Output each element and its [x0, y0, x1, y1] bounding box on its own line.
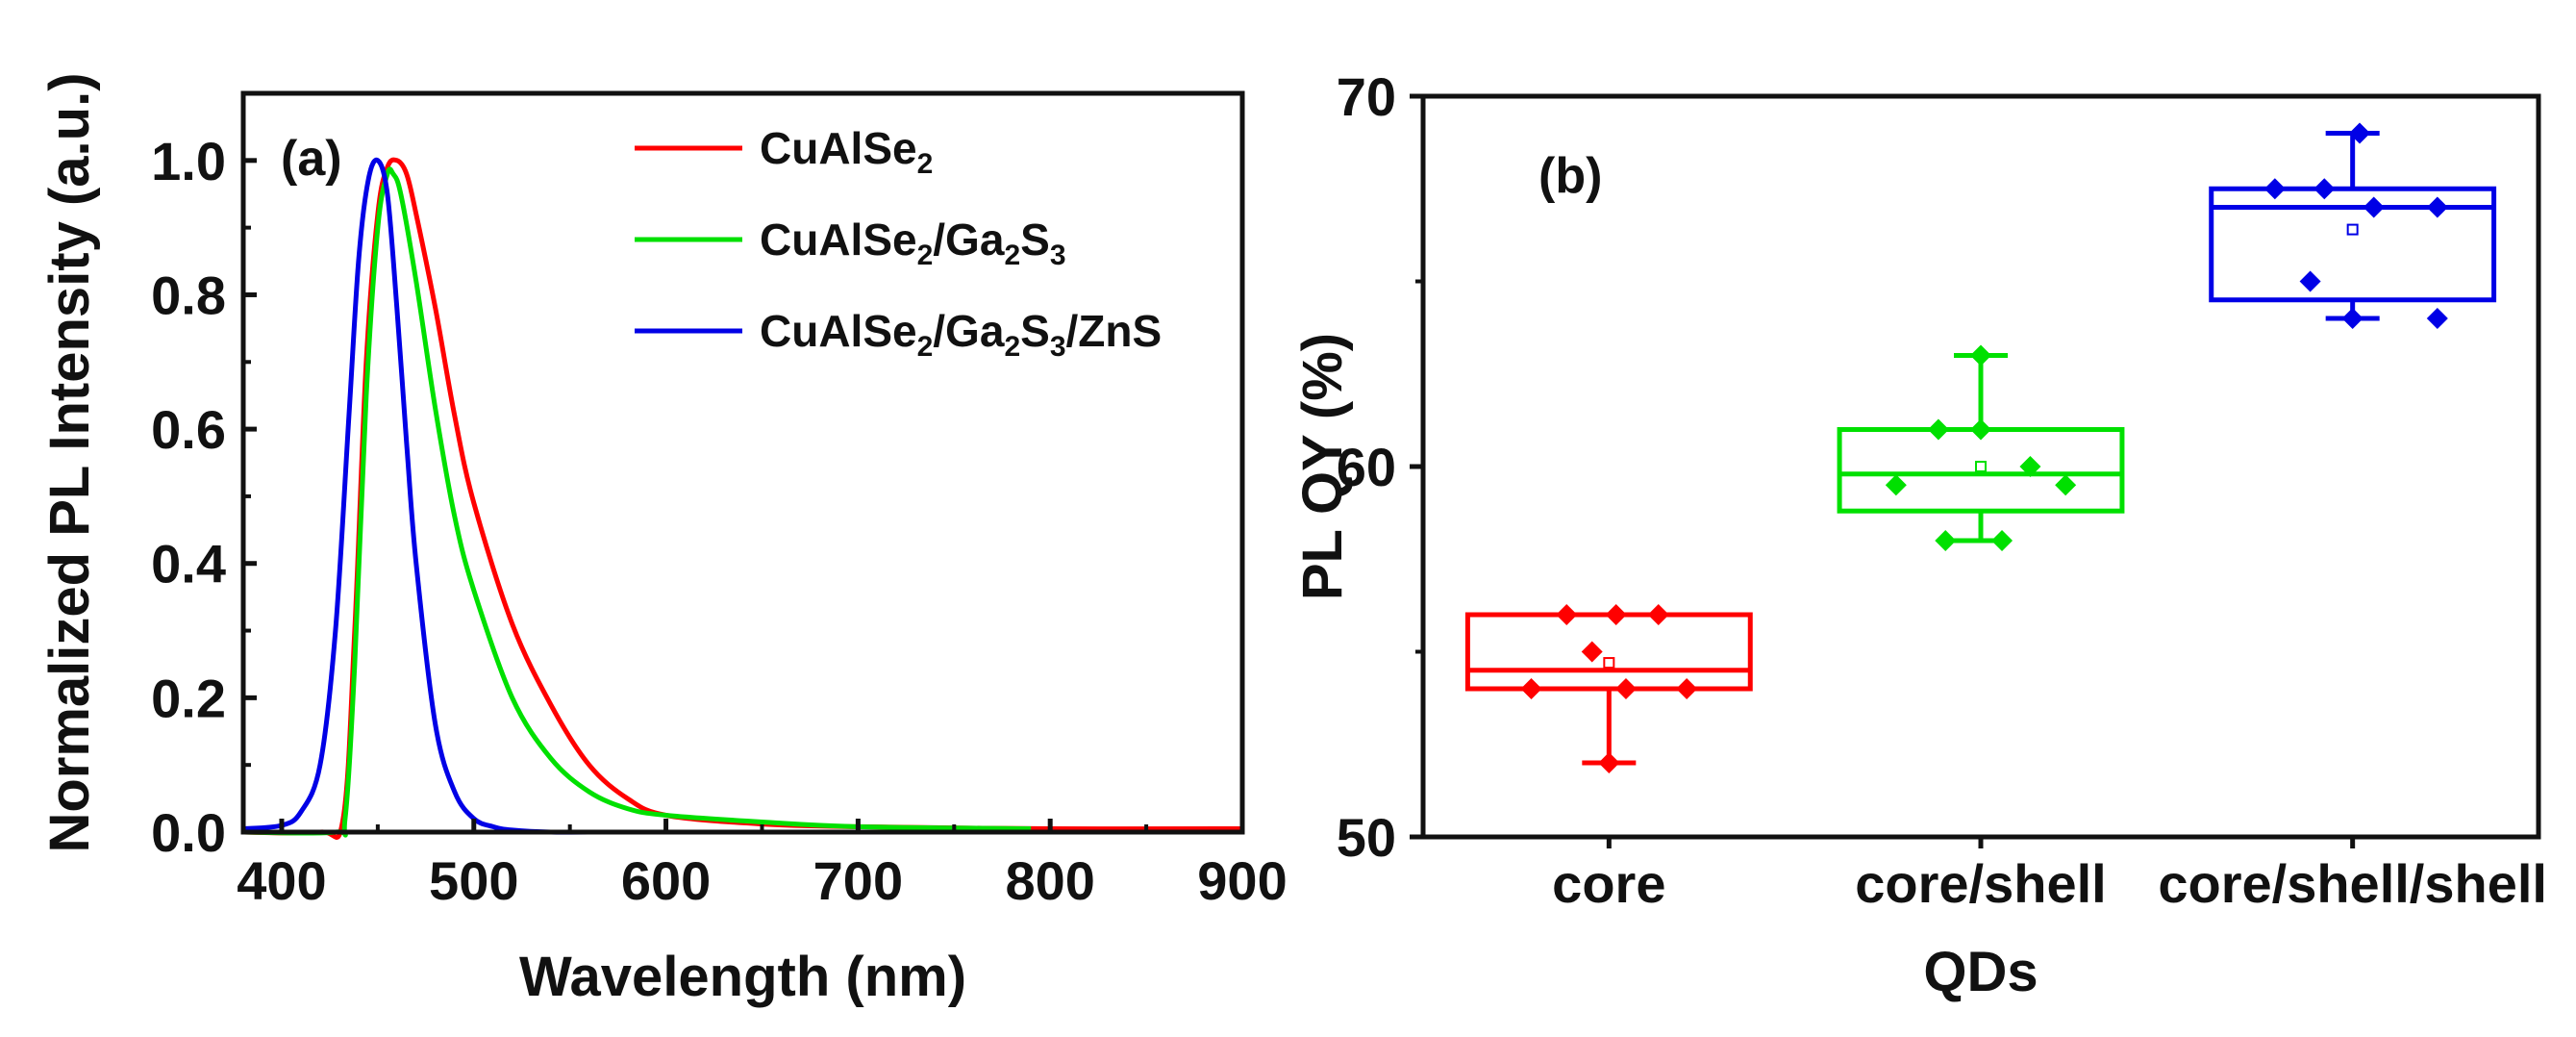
- panel-a-label: (a): [281, 131, 342, 187]
- data-point: [2426, 196, 2448, 218]
- data-point: [2263, 178, 2286, 200]
- mean-marker: [2346, 223, 2359, 236]
- box-group-core-shell-shell: [2209, 122, 2497, 329]
- legend-text-part: S: [1020, 215, 1050, 265]
- data-point: [1598, 752, 1620, 773]
- legend-subscript: 2: [917, 240, 934, 271]
- x-tick-label: 600: [621, 850, 711, 911]
- data-point: [2055, 474, 2077, 496]
- panel-b-box-layer: [1464, 122, 2497, 773]
- y-tick-label: 1.0: [151, 131, 226, 191]
- data-point: [1970, 344, 1991, 367]
- x-tick-label: core/shell: [1855, 853, 2106, 914]
- data-point: [1927, 418, 1949, 441]
- x-tick-label: core/shell/shell: [2158, 853, 2547, 914]
- data-point: [1885, 474, 1907, 496]
- panel-a-y-axis-title: Normalized PL Intensity (a.u.): [38, 72, 101, 852]
- series-line-1: [242, 166, 1032, 838]
- x-tick-label: 400: [237, 850, 326, 911]
- panel-a-chart: 400 500 600 700 800 900 0.0 0.2 0.4 0.6 0.8 1.0 (a)…: [38, 72, 1288, 1008]
- legend-subscript: 2: [917, 148, 934, 180]
- legend-text-part: /ZnS: [1066, 306, 1163, 356]
- data-point: [1520, 678, 1542, 699]
- data-point: [1581, 641, 1603, 663]
- x-tick-label: core: [1552, 853, 1665, 914]
- y-tick-label: 0.6: [151, 399, 226, 460]
- data-point: [2019, 456, 2041, 477]
- data-point: [1614, 678, 1637, 699]
- data-point: [2299, 270, 2321, 292]
- panel-b-label: (b): [1538, 148, 1602, 204]
- x-tick-label: 800: [1005, 850, 1094, 911]
- box: [1464, 612, 1753, 692]
- legend-subscript: 3: [1050, 331, 1066, 363]
- y-tick-label: 0.2: [151, 668, 226, 728]
- data-point: [1991, 530, 2013, 551]
- box: [2209, 186, 2497, 303]
- box-group-core-shell: [1837, 344, 2125, 551]
- legend-label-1: CuAlSe2/Ga2S3: [760, 215, 1066, 271]
- panel-a-ticks: 400 500 600 700 800 900 0.0 0.2 0.4 0.6 0.8 1.0: [151, 91, 1288, 911]
- panel-b-x-axis-title: QDs: [1923, 941, 2038, 1003]
- data-point: [2349, 122, 2371, 144]
- legend-label-2: CuAlSe2/Ga2S3/ZnS: [760, 306, 1162, 363]
- data-point: [1676, 678, 1698, 699]
- x-tick-label: 900: [1197, 850, 1287, 911]
- legend-text-part: /Ga: [933, 306, 1005, 356]
- mean-marker: [1603, 657, 1615, 670]
- x-tick-label: 500: [429, 850, 518, 911]
- panel-b-chart: 50 60 70 core core/shell core/shell/shell (b)…: [1291, 66, 2547, 1003]
- legend-subscript: 2: [1004, 331, 1020, 363]
- legend-subscript: 2: [917, 331, 934, 363]
- data-point: [2363, 196, 2385, 218]
- panel-a-series-layer: [242, 157, 1243, 840]
- data-point: [2341, 308, 2363, 329]
- y-tick-label: 70: [1337, 66, 1396, 127]
- legend-label-0: CuAlSe2: [760, 123, 933, 180]
- y-tick-label: 0.0: [151, 802, 226, 863]
- box: [1837, 427, 2125, 514]
- legend-text-part: CuAlSe: [760, 306, 917, 356]
- legend-text-part: S: [1020, 306, 1050, 356]
- box-group-core: [1464, 604, 1753, 773]
- y-tick-label: 60: [1337, 437, 1396, 497]
- legend-text-part: /Ga: [933, 215, 1005, 265]
- legend-text-part: CuAlSe: [760, 215, 917, 265]
- data-point: [1970, 418, 1991, 441]
- x-tick-label: 700: [813, 850, 903, 911]
- mean-marker: [1975, 461, 1987, 472]
- data-point: [1556, 604, 1578, 625]
- legend-subscript: 2: [1004, 240, 1020, 271]
- panel-b-y-axis-title: PL QY (%): [1291, 333, 1354, 600]
- legend-subscript: 3: [1050, 240, 1066, 271]
- panel-a-x-axis-title: Wavelength (nm): [519, 946, 966, 1008]
- y-tick-label: 0.8: [151, 265, 226, 325]
- y-tick-label: 0.4: [151, 534, 226, 594]
- legend-text-part: CuAlSe: [760, 123, 917, 173]
- y-tick-label: 50: [1337, 807, 1396, 868]
- panel-b-ticks: 50 60 70 core core/shell core/shell/shell: [1337, 66, 2547, 914]
- data-point: [1935, 530, 1957, 551]
- data-point: [2313, 178, 2336, 200]
- panel-a-plot-frame: [240, 90, 1245, 835]
- data-point: [1605, 604, 1627, 625]
- data-point: [2426, 308, 2448, 329]
- data-point: [1647, 604, 1669, 625]
